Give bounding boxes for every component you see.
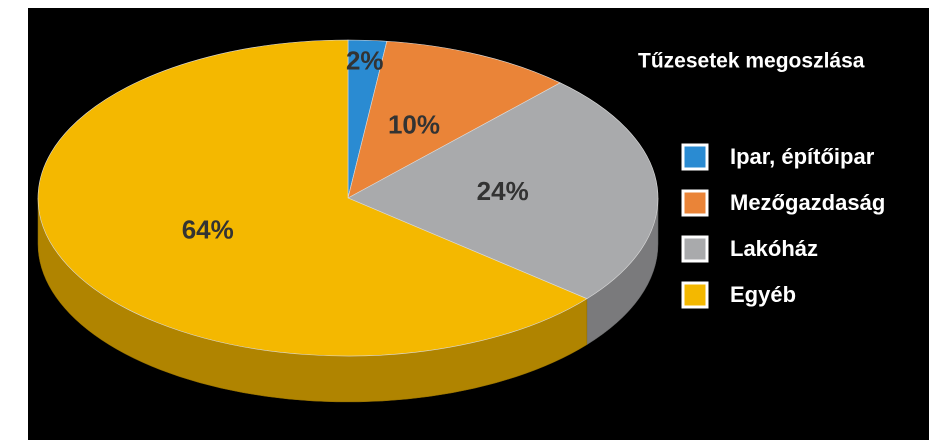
data-label: 64% xyxy=(182,215,234,245)
legend-swatch xyxy=(681,143,709,171)
data-label: 10% xyxy=(388,109,440,139)
legend-label: Egyéb xyxy=(730,282,796,307)
legend-swatch xyxy=(681,235,709,263)
data-label: 2% xyxy=(346,45,384,75)
slice xyxy=(347,82,659,300)
slice xyxy=(37,39,588,357)
legend-label: Ipar, építőipar xyxy=(730,144,875,169)
chart-title: Tűzesetek megoszlása xyxy=(638,50,865,73)
legend-swatch xyxy=(681,189,709,217)
legend-label: Lakóház xyxy=(730,236,818,261)
pie: 2% 10% 24% 64% xyxy=(37,39,659,403)
legend: Ipar, építőipar Mezőgazdaság Lakóház Egyéb xyxy=(681,143,885,309)
slice xyxy=(347,40,561,199)
data-label: 24% xyxy=(477,176,529,206)
legend-swatch xyxy=(681,281,709,309)
legend-label: Mezőgazdaság xyxy=(730,190,885,215)
